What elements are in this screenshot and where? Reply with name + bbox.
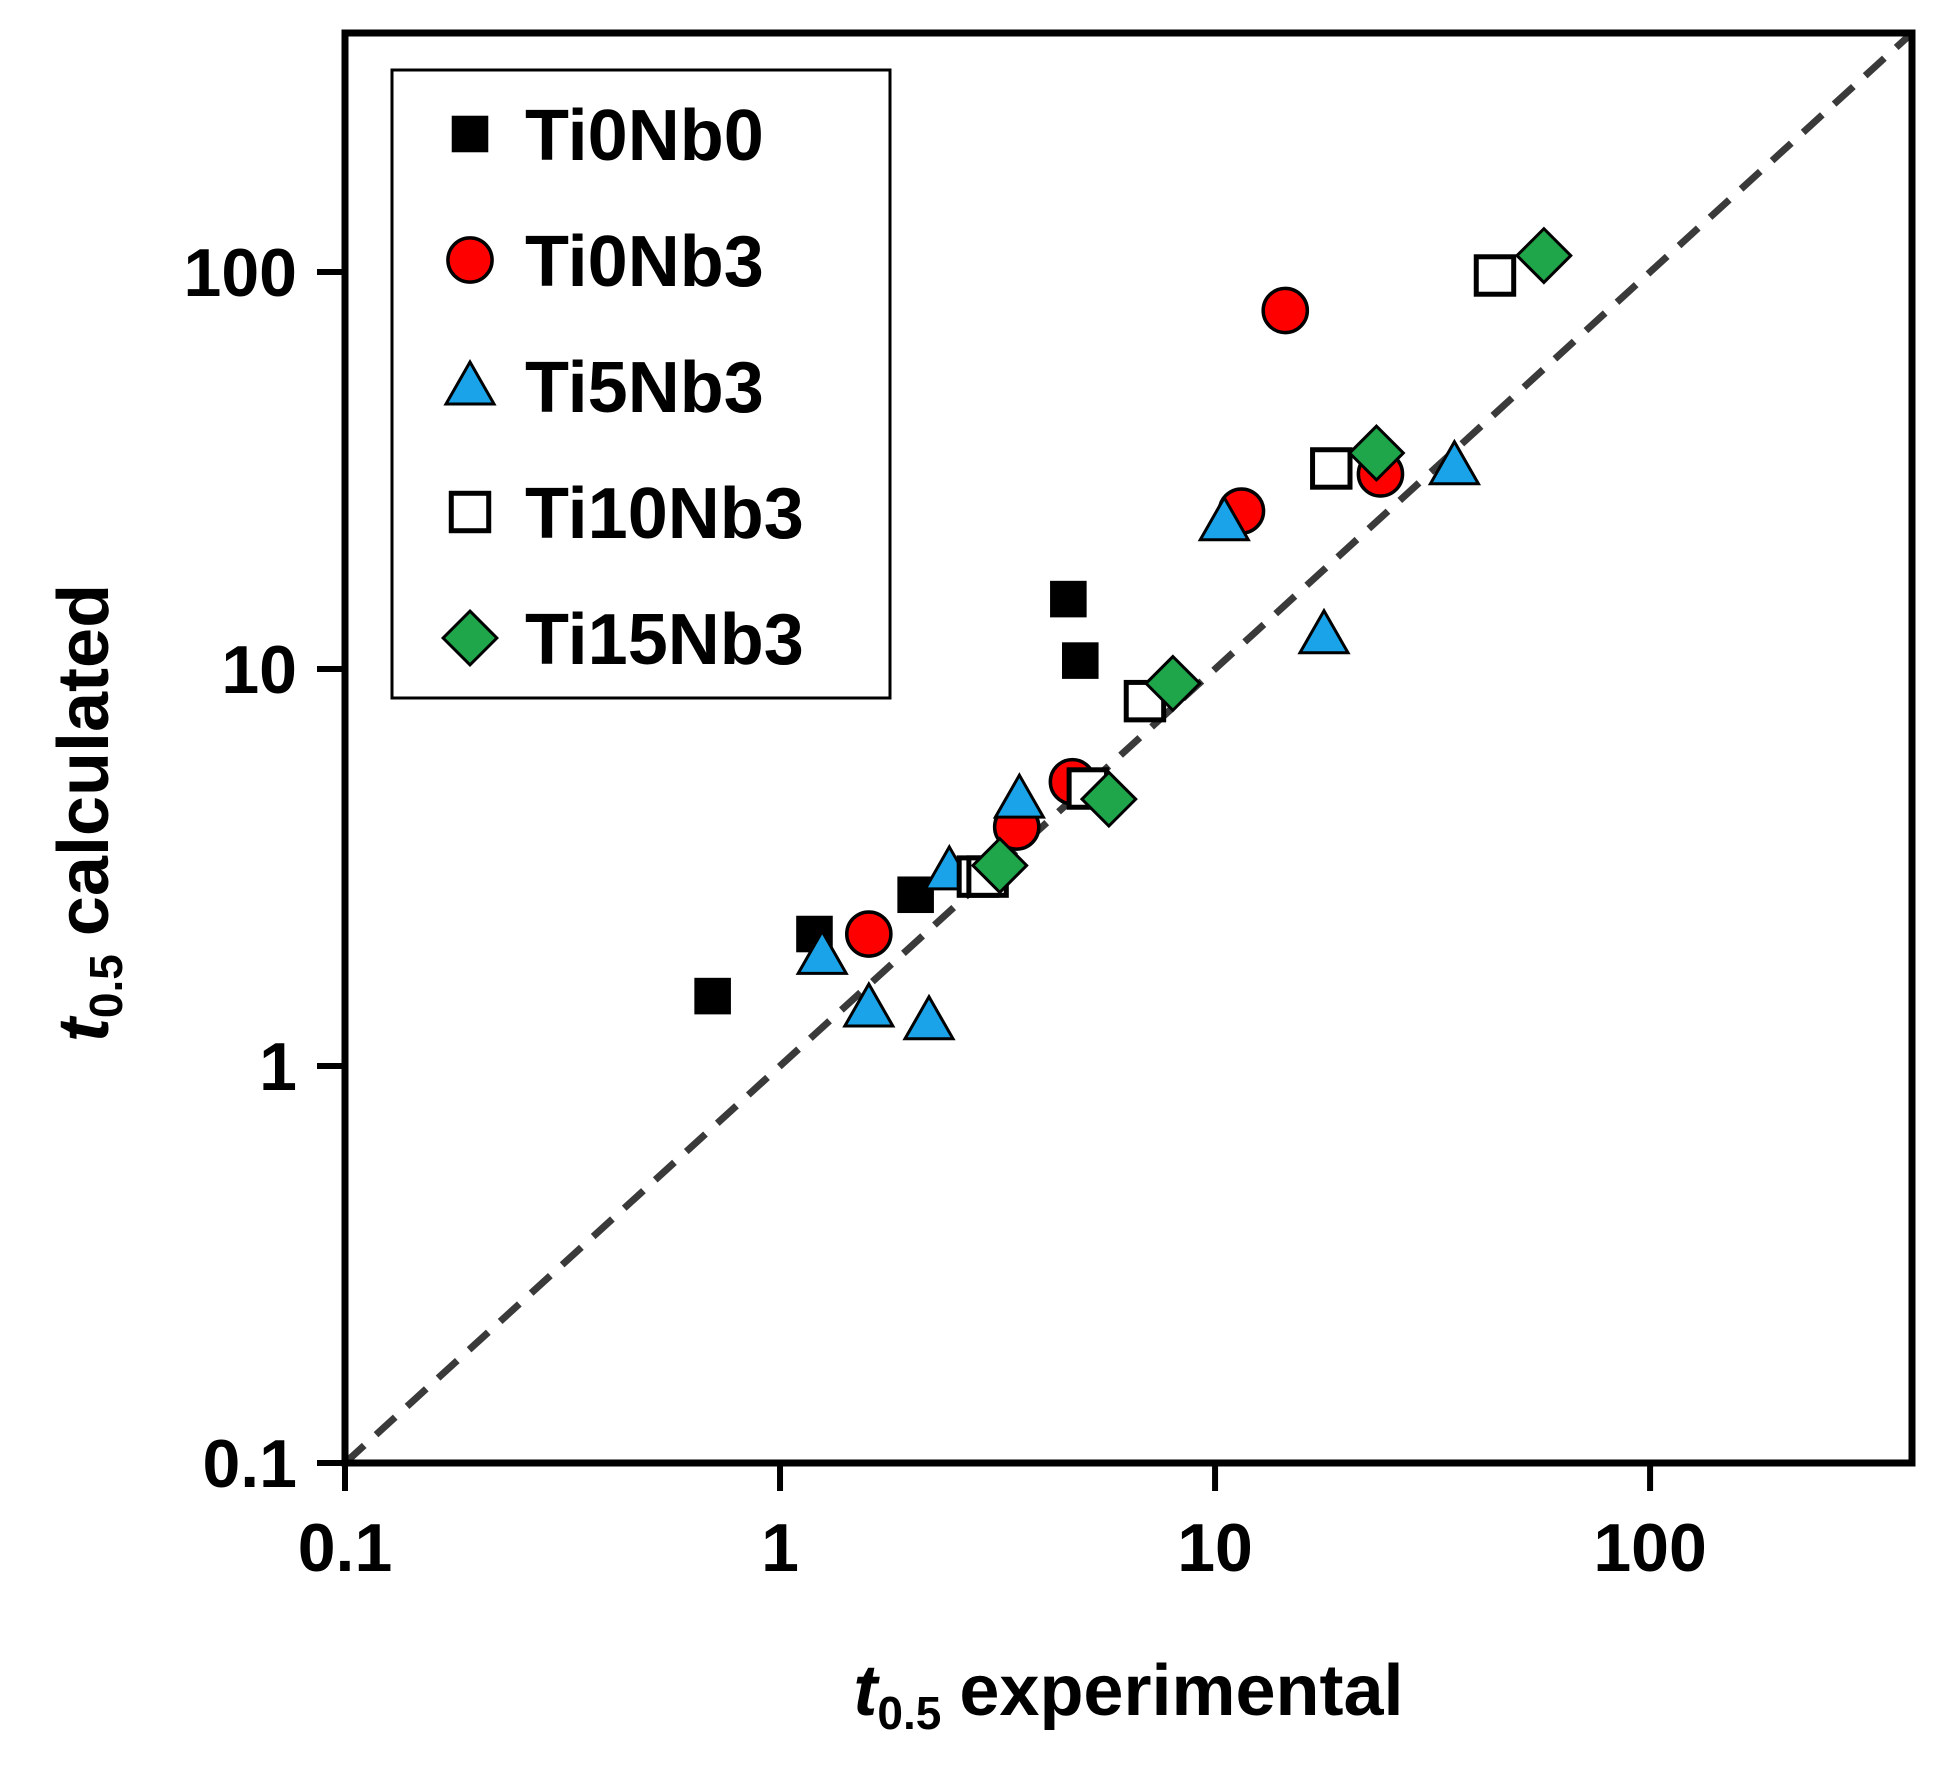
y-tick-label: 100 <box>184 235 297 311</box>
x-axis-label-var: t <box>853 1651 880 1731</box>
legend-item-ti10nb3: Ti10Nb3 <box>448 474 804 554</box>
legend-item-ti15nb3: Ti15Nb3 <box>440 600 804 680</box>
legend-marker-ti5nb3 <box>443 358 497 406</box>
point-ti10nb3 <box>1310 447 1353 490</box>
tick-layer: 0.1 1 10 100 0.1 1 10 100 <box>184 235 1707 1586</box>
legend-item-ti5nb3: Ti5Nb3 <box>443 348 764 428</box>
point-ti5nb3 <box>1197 494 1251 542</box>
x-axis-label-rest: experimental <box>959 1651 1403 1731</box>
point-ti5nb3 <box>992 772 1046 819</box>
point-ti15nb3 <box>1143 654 1202 713</box>
y-axis-label-sub: 0.5 <box>80 954 132 1018</box>
y-axis-label-var: t <box>44 1015 124 1042</box>
x-axis-label-sub: 0.5 <box>877 1687 941 1739</box>
point-ti0nb0 <box>1050 580 1087 618</box>
point-ti5nb3 <box>795 928 849 975</box>
point-ti0nb0 <box>1062 642 1099 679</box>
point-ti15nb3 <box>970 836 1029 895</box>
plot-frame <box>341 29 1916 1467</box>
legend-label-ti5nb3: Ti5Nb3 <box>525 348 764 428</box>
point-ti5nb3 <box>902 993 956 1041</box>
point-ti5nb3 <box>842 980 896 1028</box>
x-tick-label: 100 <box>1593 1510 1706 1586</box>
point-ti15nb3 <box>1079 770 1138 829</box>
series-ti15nb3 <box>970 226 1573 895</box>
legend-item-ti0nb3: Ti0Nb3 <box>446 222 764 302</box>
point-ti5nb3 <box>1297 607 1351 655</box>
y-axis-label-rest: calculated <box>44 584 124 936</box>
legend-label-ti15nb3: Ti15Nb3 <box>525 600 804 680</box>
legend-items: Ti0Nb0 Ti0Nb3 Ti5Nb3 Ti10Nb3 Ti15Nb3 <box>440 96 804 680</box>
point-ti0nb3 <box>844 910 893 958</box>
point-ti15nb3 <box>1347 424 1406 483</box>
data-points-layer <box>694 226 1573 1041</box>
legend-label-ti0nb0: Ti0Nb0 <box>525 96 764 176</box>
point-ti0nb3 <box>1261 286 1310 335</box>
reference-line-layer <box>342 30 1915 1466</box>
legend-item-ti0nb0: Ti0Nb0 <box>451 96 764 176</box>
y-tick-label: 0.1 <box>202 1426 297 1502</box>
legend-marker-ti0nb3 <box>446 236 494 284</box>
point-ti5nb3 <box>1427 438 1482 486</box>
y-axis-label: t0.5 calculated <box>44 584 132 1042</box>
reference-line <box>342 30 1915 1466</box>
legend-marker-ti15nb3 <box>440 608 500 668</box>
legend-label-ti0nb3: Ti0Nb3 <box>525 222 764 302</box>
y-tick-label: 1 <box>259 1029 297 1105</box>
point-ti10nb3 <box>1473 254 1517 297</box>
x-tick-label: 10 <box>1177 1510 1253 1586</box>
legend-marker-ti10nb3 <box>448 490 492 534</box>
y-tick-label: 10 <box>221 632 297 708</box>
axes <box>341 29 1916 1467</box>
point-ti15nb3 <box>1514 226 1573 285</box>
legend-label-ti10nb3: Ti10Nb3 <box>525 474 804 554</box>
x-tick-label: 1 <box>761 1510 799 1586</box>
point-ti0nb0 <box>694 977 731 1015</box>
legend-marker-ti0nb0 <box>451 115 489 153</box>
legend: Ti0Nb0 Ti0Nb3 Ti5Nb3 Ti10Nb3 Ti15Nb3 <box>390 68 892 700</box>
x-axis-label: t0.5 experimental <box>853 1651 1403 1739</box>
x-tick-label: 0.1 <box>298 1510 393 1586</box>
